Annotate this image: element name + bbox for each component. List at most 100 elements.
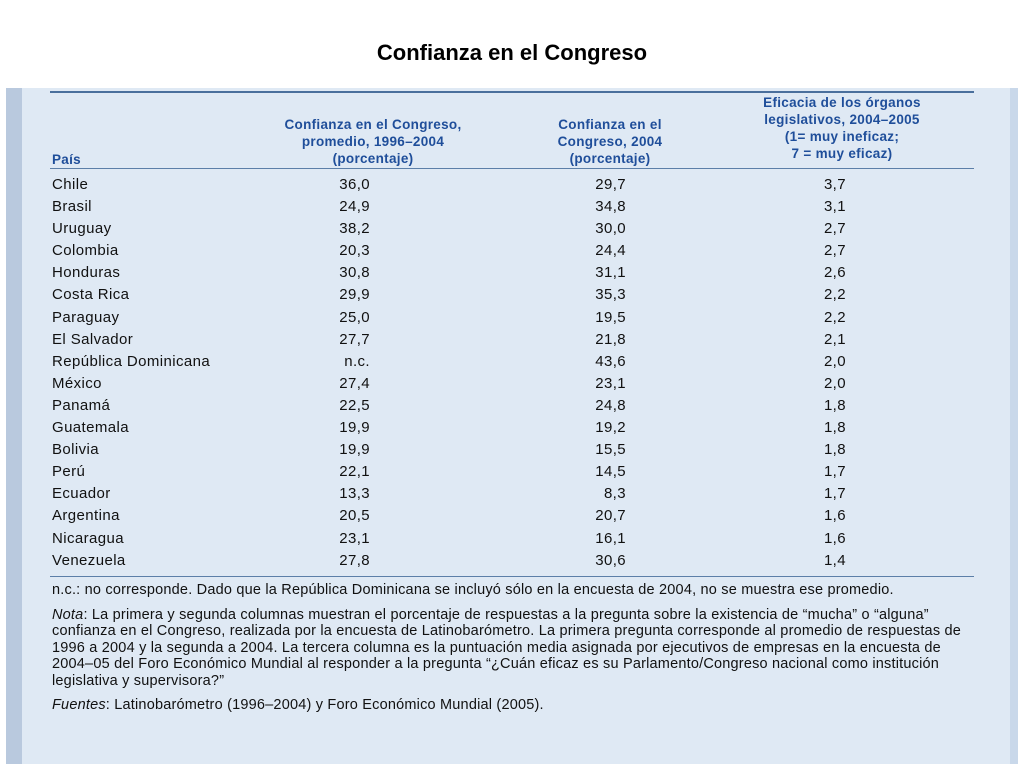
cell-eficacia: 1,7 [823,463,846,481]
header-line: legislativos, 2004–2005 [764,112,920,127]
cell-confianza-2004: 20,7 [595,507,626,525]
table-notes: n.c.: no corresponde. Dado que la Repúbl… [52,582,972,722]
cell-country: Costa Rica [52,286,130,304]
cell-confianza-promedio: 36,0 [339,176,370,193]
cell-confianza-2004: 23,1 [595,374,626,392]
cell-confianza-2004: 35,3 [595,286,626,304]
cell-confianza-promedio: 27,4 [339,374,370,392]
cell-confianza-promedio: 23,1 [339,529,370,547]
cell-confianza-2004: 31,1 [595,264,626,282]
panel-edge-right [1010,88,1018,764]
nota-text: : La primera y segunda columnas muestran… [52,606,962,689]
table-row: Panamá 22,5 24,8 1,8 [50,395,974,417]
slide-title: Confianza en el Congreso [376,40,648,65]
cell-country: Chile [52,176,89,193]
cell-confianza-2004: 29,7 [595,176,626,193]
cell-confianza-promedio: 19,9 [339,419,370,437]
cell-confianza-promedio: 27,8 [339,551,370,569]
cell-confianza-2004: 24,4 [595,242,626,260]
cell-confianza-promedio: n.c. [344,352,370,370]
table-row: Argentina 20,5 20,7 1,6 [50,505,974,527]
table-row: Honduras 30,8 31,1 2,6 [50,262,974,284]
table-body: Chile 36,0 29,7 3,7 Brasil 24,9 34,8 3,1 Urugu… [50,174,974,572]
cell-confianza-promedio: 20,3 [339,242,370,260]
nc-note: n.c.: no corresponde. Dado que la Repúbl… [52,582,894,598]
cell-country: El Salvador [52,330,134,348]
cell-eficacia: 2,6 [823,264,846,282]
cell-confianza-promedio: 38,2 [339,220,370,238]
cell-country: Brasil [52,198,92,216]
header-line: (porcentaje) [569,151,651,166]
cell-country: Uruguay [52,220,112,238]
cell-confianza-2004: 16,1 [595,529,626,547]
header-eficacia: Eficacia de los órganos legislativos, 20… [714,94,970,162]
table-row: Colombia 20,3 24,4 2,7 [50,240,974,262]
header-confianza-2004: Confianza en el Congreso, 2004 (porcenta… [510,116,710,167]
cell-eficacia: 2,1 [823,330,846,348]
cell-eficacia: 1,8 [823,441,846,459]
cell-confianza-2004: 14,5 [595,463,626,481]
cell-eficacia: 1,8 [823,419,846,437]
cell-country: Guatemala [52,419,129,437]
cell-eficacia: 2,7 [823,242,846,260]
cell-confianza-2004: 30,6 [595,551,626,569]
cell-confianza-2004: 15,5 [595,441,626,459]
fuentes-label: Fuentes [52,697,106,713]
cell-confianza-2004: 21,8 [595,330,626,348]
cell-confianza-2004: 19,5 [595,308,626,326]
header-country: País [52,152,81,167]
cell-eficacia: 3,1 [823,198,846,216]
nota-label: Nota [52,606,84,623]
cell-eficacia: 1,8 [823,396,846,414]
cell-eficacia: 2,0 [823,352,846,370]
panel-edge-left [6,88,22,764]
cell-confianza-promedio: 20,5 [339,507,370,525]
cell-confianza-2004: 8,3 [603,485,626,503]
header-line: promedio, 1996–2004 [301,134,445,149]
table-row: Guatemala 19,9 19,2 1,8 [50,417,974,439]
header-line: (porcentaje) [332,151,414,166]
cell-confianza-promedio: 24,9 [339,198,370,216]
table-row: Ecuador 13,3 8,3 1,7 [50,483,974,505]
table-row: El Salvador 27,7 21,8 2,1 [50,329,974,351]
cell-confianza-promedio: 22,5 [339,396,370,414]
header-rule [50,168,974,169]
cell-eficacia: 2,2 [823,286,846,304]
cell-eficacia: 1,6 [823,529,846,547]
cell-country: República Dominicana [52,352,211,370]
cell-eficacia: 2,2 [823,308,846,326]
cell-confianza-promedio: 13,3 [339,485,370,503]
table-row: Paraguay 25,0 19,5 2,2 [50,307,974,329]
cell-confianza-promedio: 19,9 [339,441,370,459]
cell-confianza-promedio: 25,0 [339,308,370,326]
cell-confianza-2004: 30,0 [595,220,626,238]
cell-eficacia: 2,0 [823,374,846,392]
cell-confianza-2004: 43,6 [595,352,626,370]
table-row: México 27,4 23,1 2,0 [50,373,974,395]
cell-country: Nicaragua [52,529,124,547]
cell-country: Panamá [52,396,111,414]
header-line: Congreso, 2004 [557,134,663,149]
cell-confianza-2004: 24,8 [595,396,626,414]
header-confianza-promedio: Confianza en el Congreso, promedio, 1996… [238,116,508,167]
cell-confianza-promedio: 27,7 [339,330,370,348]
cell-confianza-promedio: 22,1 [339,463,370,481]
nota-paragraph: Nota: La primera y segunda columnas mues… [52,607,972,690]
header-line: Confianza en el Congreso, [284,117,462,132]
header-line: Eficacia de los órganos [763,95,921,110]
cell-country: Bolivia [52,441,99,459]
fuentes-text: : Latinobarómetro (1996–2004) y Foro Eco… [105,697,544,713]
cell-eficacia: 1,7 [823,485,846,503]
cell-country: México [52,374,102,392]
header-line: Confianza en el [558,117,662,132]
cell-country: Honduras [52,264,121,282]
cell-confianza-2004: 34,8 [595,198,626,216]
cell-country: Ecuador [52,485,111,503]
top-rule [50,91,974,93]
table-panel: País Confianza en el Congreso, promedio,… [6,88,1018,764]
bottom-rule [50,576,974,577]
cell-confianza-2004: 19,2 [595,419,626,437]
table-row: Venezuela 27,8 30,6 1,4 [50,550,974,572]
table-row: Perú 22,1 14,5 1,7 [50,461,974,483]
table-row: Nicaragua 23,1 16,1 1,6 [50,528,974,550]
